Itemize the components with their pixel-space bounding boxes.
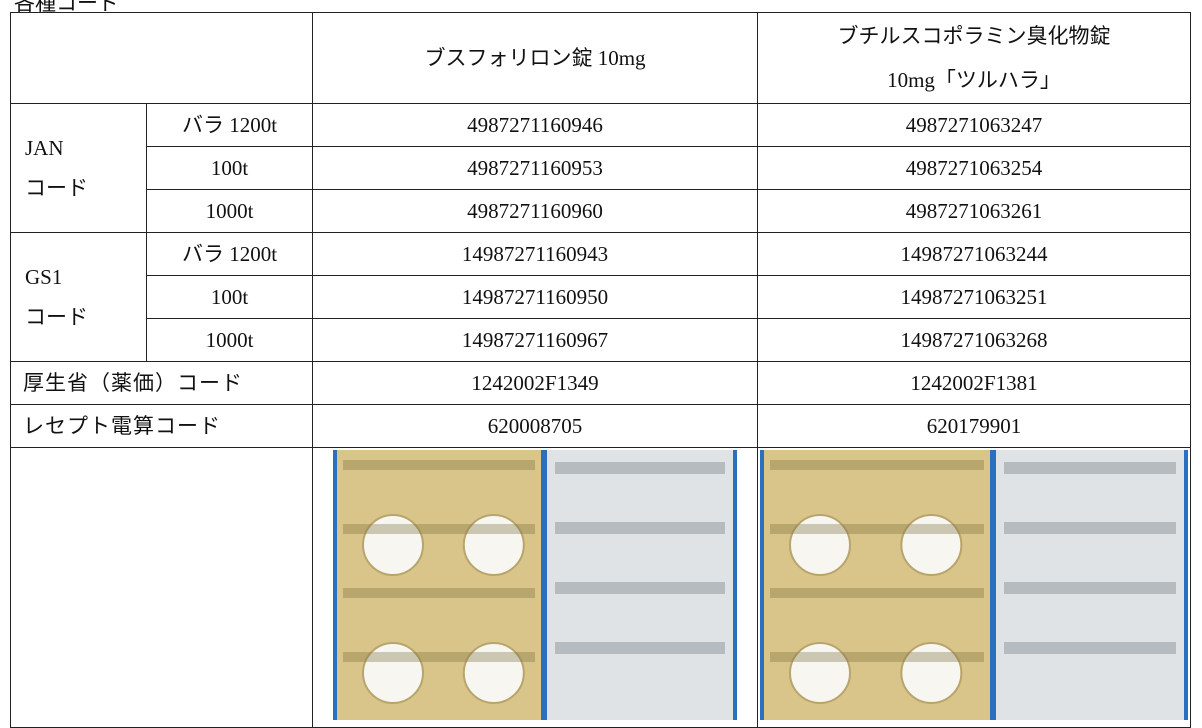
print-band [1004, 462, 1176, 474]
package-cell: 1000t [146, 189, 313, 233]
group-label-line: GS1 [25, 265, 63, 289]
package-cell: 100t [146, 146, 313, 190]
code-cell: 4987271160960 [312, 189, 758, 233]
row-label: 厚生省（薬価）コード [10, 361, 313, 405]
code-row: 100t 14987271160950 14987271063251 [11, 275, 1191, 319]
print-band [343, 588, 535, 598]
code-row: GS1 コード バラ 1200t 14987271160943 149872710632… [10, 232, 1191, 362]
print-band [343, 652, 535, 662]
code-cell: 14987271160967 [312, 318, 758, 362]
product-photo [333, 450, 737, 720]
page: {"title": "各種コード", "table": { "products"… [10, 0, 1191, 728]
print-band [343, 524, 535, 534]
group-label-line: コード [25, 176, 88, 200]
group-label-line: コード [25, 305, 88, 329]
code-cell: 620179901 [757, 404, 1191, 448]
product-photo [760, 450, 1188, 720]
print-band [343, 460, 535, 470]
code-cell: 14987271063244 [757, 232, 1191, 276]
print-band [555, 522, 725, 534]
package-cell: バラ 1200t [146, 232, 313, 276]
package-cell: バラ 1200t [146, 103, 313, 147]
code-cell: 14987271063268 [757, 318, 1191, 362]
pill [900, 642, 963, 704]
code-cell: 14987271063251 [757, 275, 1191, 319]
section-title: 各種コード [14, 0, 119, 15]
print-band [1004, 582, 1176, 594]
header-line: 10mg「ツルハラ」 [887, 68, 1061, 92]
print-band [555, 582, 725, 594]
code-row: レセプト電算コード 620008705 620179901 [10, 404, 1191, 448]
silver-blister [996, 450, 1184, 720]
empty-cell [10, 447, 313, 728]
package-cell: 1000t [146, 318, 313, 362]
corner-cell [10, 12, 313, 104]
print-band [555, 642, 725, 654]
image-row [10, 447, 1191, 728]
code-row: 100t 4987271160953 4987271063254 [11, 146, 1191, 190]
code-cell: 4987271160946 [312, 103, 758, 147]
print-band [770, 652, 984, 662]
header-row: ブスフォリロン錠 10mg ブチルスコポラミン臭化物錠 10mg「ツルハラ」 [10, 12, 1191, 104]
print-band [770, 588, 984, 598]
code-cell: 4987271160953 [312, 146, 758, 190]
image-cell [312, 447, 758, 728]
pill [789, 642, 851, 704]
code-row: JAN コード バラ 1200t 4987271160946 4987271063247 [10, 103, 1191, 233]
code-table: ブスフォリロン錠 10mg ブチルスコポラミン臭化物錠 10mg「ツルハラ」 JAN コ… [10, 12, 1191, 728]
pill [362, 514, 424, 576]
header-line: ブチルスコポラミン臭化物錠 [837, 24, 1111, 48]
silver-blister [547, 450, 733, 720]
row-label: レセプト電算コード [10, 404, 313, 448]
code-cell: 4987271063261 [757, 189, 1191, 233]
code-cell: 4987271063247 [757, 103, 1191, 147]
print-band [770, 460, 984, 470]
code-cell: 1242002F1349 [312, 361, 758, 405]
code-row: 1000t 14987271160967 14987271063268 [11, 318, 1191, 362]
package-cell: 100t [146, 275, 313, 319]
pill [789, 514, 851, 576]
product-header: ブスフォリロン錠 10mg [312, 12, 758, 104]
header-line: ブスフォリロン錠 10mg [424, 46, 646, 70]
code-cell: 620008705 [312, 404, 758, 448]
group-label: JAN コード [10, 103, 147, 233]
pill [462, 642, 525, 704]
code-row: 厚生省（薬価）コード 1242002F1349 1242002F1381 [10, 361, 1191, 405]
product-header: ブチルスコポラミン臭化物錠 10mg「ツルハラ」 [757, 12, 1191, 104]
code-row: 1000t 4987271160960 4987271063261 [11, 189, 1191, 233]
group-label: GS1 コード [10, 232, 147, 362]
pill [462, 514, 525, 576]
pill [900, 514, 963, 576]
image-cell [757, 447, 1191, 728]
code-cell: 1242002F1381 [757, 361, 1191, 405]
print-band [555, 462, 725, 474]
group-label-line: JAN [25, 136, 64, 160]
pill [362, 642, 424, 704]
code-cell: 14987271160943 [312, 232, 758, 276]
print-band [770, 524, 984, 534]
code-cell: 14987271160950 [312, 275, 758, 319]
print-band [1004, 522, 1176, 534]
print-band [1004, 642, 1176, 654]
code-cell: 4987271063254 [757, 146, 1191, 190]
